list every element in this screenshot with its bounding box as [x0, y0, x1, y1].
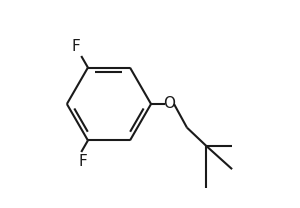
Text: F: F [79, 154, 88, 169]
Text: O: O [164, 97, 175, 111]
Text: F: F [71, 39, 80, 54]
